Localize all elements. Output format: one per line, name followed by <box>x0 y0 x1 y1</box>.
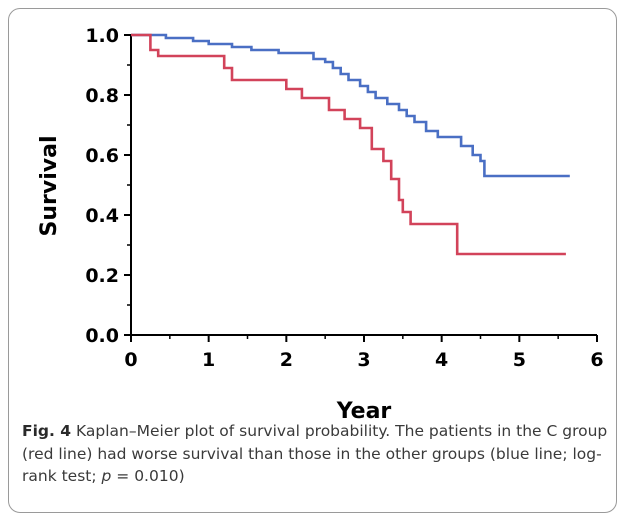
x-tick-label: 1 <box>202 349 215 371</box>
y-tick-label: 0.2 <box>85 265 119 287</box>
y-tick-label: 0.0 <box>85 325 119 347</box>
figure-frame <box>8 8 617 513</box>
y-tick-label: 0.6 <box>85 145 119 167</box>
x-axis-title: Year <box>336 399 392 424</box>
p-value-symbol: p <box>101 467 112 485</box>
caption-text: Kaplan–Meier plot of survival probabilit… <box>22 422 608 485</box>
x-tick-label: 2 <box>280 349 293 371</box>
x-tick-label: 3 <box>357 349 370 371</box>
y-axis-title: Survival <box>37 136 62 237</box>
x-tick-label: 4 <box>435 349 448 371</box>
x-tick-label: 6 <box>590 349 603 371</box>
figure-label: Fig. 4 <box>22 422 72 440</box>
x-tick-label: 5 <box>513 349 526 371</box>
y-tick-label: 1.0 <box>85 25 119 47</box>
axes: 0.0 0.2 0.4 0.6 0.8 1.0 0 1 2 3 4 5 6 <box>85 25 603 371</box>
survival-curves <box>131 33 570 256</box>
x-tick-label: 0 <box>124 349 137 371</box>
y-tick-label: 0.4 <box>85 205 119 227</box>
survival-curve-1 <box>131 33 570 178</box>
caption-text-tail: = 0.010) <box>111 467 185 485</box>
figure-caption: Fig. 4 Kaplan–Meier plot of survival pro… <box>22 420 608 488</box>
survival-curve-2 <box>131 33 566 256</box>
y-tick-label: 0.8 <box>85 85 119 107</box>
